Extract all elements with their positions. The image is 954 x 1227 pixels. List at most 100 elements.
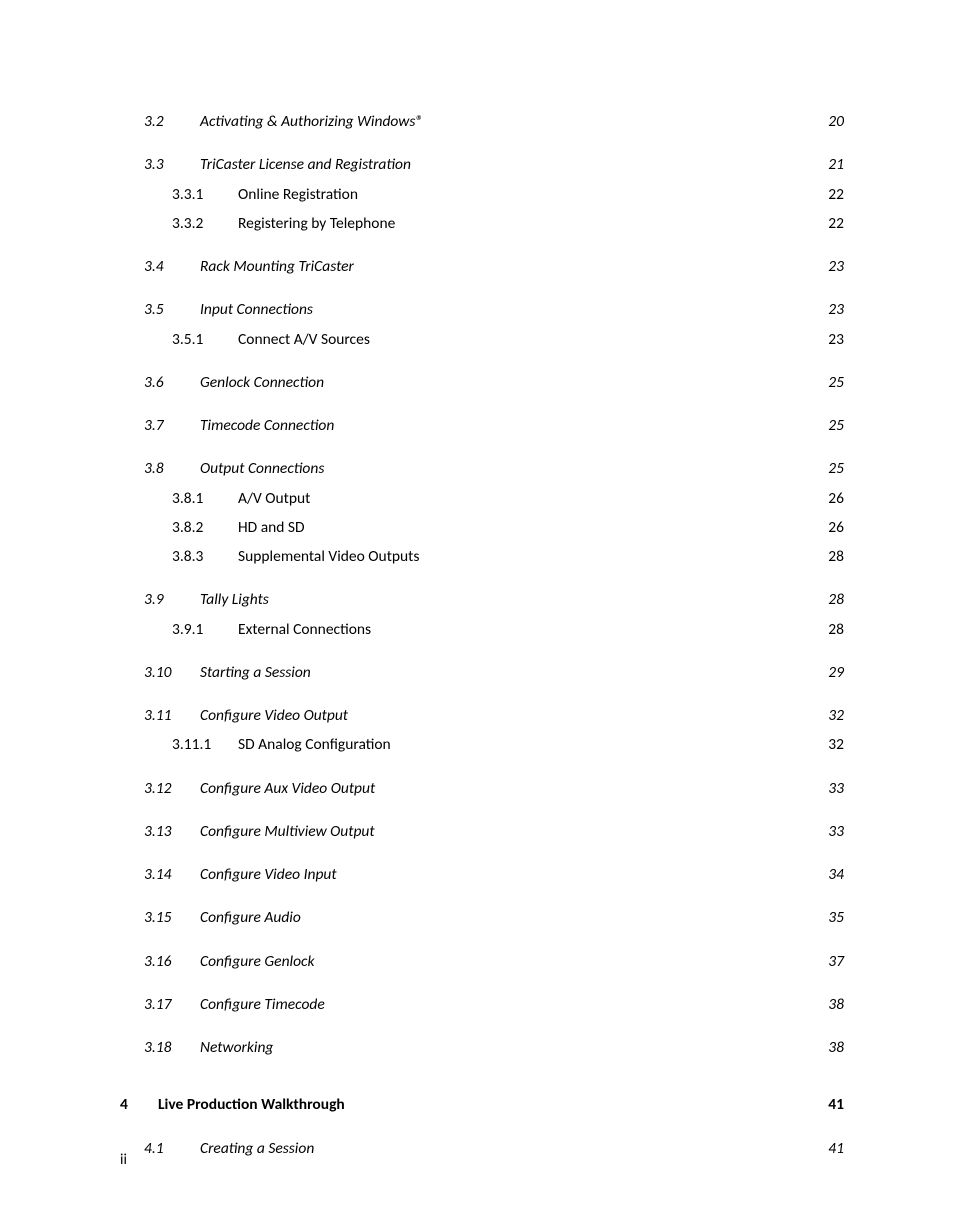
toc-entry-page: 28 <box>824 588 844 611</box>
toc-entry: 3.9Tally Lights 28 <box>120 588 844 611</box>
toc-entry: 3.3.1Online Registration 22 <box>120 183 844 206</box>
toc-entry-number: 3.10 <box>144 661 200 684</box>
toc-entry-number: 3.11 <box>144 704 200 727</box>
toc-entry-number: 4.1 <box>144 1137 200 1160</box>
toc-entry-number: 3.12 <box>144 777 200 800</box>
toc-entry-page: 32 <box>824 704 844 727</box>
toc-entry-number: 3.5.1 <box>172 328 238 351</box>
toc-entry: 3.3TriCaster License and Registration 21 <box>120 153 844 176</box>
toc-entry-number: 3.5 <box>144 298 200 321</box>
toc-entry: 3.8.1A/V Output 26 <box>120 487 844 510</box>
toc-entry: 3.3.2Registering by Telephone 22 <box>120 212 844 235</box>
toc-entry-page: 25 <box>824 457 844 480</box>
toc-entry-title: Creating a Session <box>200 1137 314 1160</box>
toc-entry-title: Configure Aux Video Output <box>200 777 375 800</box>
toc-entry: 3.11Configure Video Output32 <box>120 704 844 727</box>
toc-entry-title: Rack Mounting TriCaster <box>200 255 354 278</box>
toc-entry: 3.16Configure Genlock 37 <box>120 950 844 973</box>
toc-entry-title: Input Connections <box>200 298 313 321</box>
toc-entry-page: 34 <box>824 863 844 886</box>
toc-entry-title: Online Registration <box>238 183 358 206</box>
toc-entry-title: Activating & Authorizing Windows® <box>200 110 423 133</box>
toc-entry-number: 3.8.1 <box>172 487 238 510</box>
toc-entry: 3.8.3Supplemental Video Outputs 28 <box>120 545 844 568</box>
toc-entry-page: 32 <box>824 733 844 756</box>
toc-entry: 4Live Production Walkthrough41 <box>120 1093 844 1116</box>
toc-entry-title: External Connections <box>238 618 371 641</box>
toc-entry: 3.11.1SD Analog Configuration32 <box>120 733 844 756</box>
toc-entry-number: 3.13 <box>144 820 200 843</box>
toc-entry-page: 41 <box>824 1137 844 1160</box>
toc-entry-page: 38 <box>824 993 844 1016</box>
toc-entry: 3.12Configure Aux Video Output 33 <box>120 777 844 800</box>
toc-entry-number: 3.11.1 <box>172 733 238 756</box>
toc-entry-title: Live Production Walkthrough <box>158 1093 345 1116</box>
toc-entry-number: 3.8.3 <box>172 545 238 568</box>
toc-entry-title: TriCaster License and Registration <box>200 153 411 176</box>
toc-entry-title: Connect A/V Sources <box>238 328 370 351</box>
toc-entry-title: HD and SD <box>238 516 305 539</box>
toc-entry-number: 3.14 <box>144 863 200 886</box>
toc-entry-number: 4 <box>120 1093 158 1116</box>
toc-entry: 3.17Configure Timecode 38 <box>120 993 844 1016</box>
toc-entry-title: Networking <box>200 1036 273 1059</box>
toc-entry: 3.5Input Connections 23 <box>120 298 844 321</box>
toc-entry-title: Configure Multiview Output <box>200 820 375 843</box>
toc-entry-title: Tally Lights <box>200 588 269 611</box>
toc-entry-number: 3.3.1 <box>172 183 238 206</box>
toc-entry: 3.15Configure Audio 35 <box>120 906 844 929</box>
toc-entry-number: 3.8.2 <box>172 516 238 539</box>
toc-entry-page: 38 <box>824 1036 844 1059</box>
toc-entry-page: 28 <box>824 545 844 568</box>
toc-entry: 3.6Genlock Connection25 <box>120 371 844 394</box>
toc-entry-number: 3.16 <box>144 950 200 973</box>
toc-entry-number: 3.6 <box>144 371 200 394</box>
toc-entry-title: Genlock Connection <box>200 371 324 394</box>
toc-entry-number: 3.3.2 <box>172 212 238 235</box>
toc-entry-title: Timecode Connection <box>200 414 334 437</box>
toc-entry-page: 37 <box>824 950 844 973</box>
toc-entry-page: 23 <box>824 298 844 321</box>
toc-entry-title: Configure Timecode <box>200 993 325 1016</box>
toc-entry: 3.7Timecode Connection 25 <box>120 414 844 437</box>
toc-entry-title: Supplemental Video Outputs <box>238 545 419 568</box>
toc-entry-title: Registering by Telephone <box>238 212 395 235</box>
toc-entry-page: 26 <box>824 487 844 510</box>
toc-entry: 3.14Configure Video Input 34 <box>120 863 844 886</box>
toc-entry-page: 29 <box>824 661 844 684</box>
toc-entry-number: 3.4 <box>144 255 200 278</box>
toc-entry-page: 25 <box>824 414 844 437</box>
toc-entry-title: Output Connections <box>200 457 324 480</box>
toc-entry: 3.18Networking38 <box>120 1036 844 1059</box>
toc-entry-page: 26 <box>824 516 844 539</box>
toc-entry-number: 3.9 <box>144 588 200 611</box>
toc-entry-number: 3.3 <box>144 153 200 176</box>
toc-entry: 4.1Creating a Session 41 <box>120 1137 844 1160</box>
toc-entry-page: 22 <box>824 183 844 206</box>
toc-entry: 3.2Activating & Authorizing Windows® 20 <box>120 110 844 133</box>
toc-entry-page: 21 <box>824 153 844 176</box>
toc-entry-title: Configure Audio <box>200 906 301 929</box>
toc-entry-number: 3.9.1 <box>172 618 238 641</box>
toc-entry: 3.4Rack Mounting TriCaster23 <box>120 255 844 278</box>
toc-entry-number: 3.17 <box>144 993 200 1016</box>
toc-entry-number: 3.7 <box>144 414 200 437</box>
toc-entry: 3.10Starting a Session 29 <box>120 661 844 684</box>
table-of-contents: 3.2Activating & Authorizing Windows®203.… <box>120 110 844 1180</box>
toc-entry-number: 3.8 <box>144 457 200 480</box>
toc-entry-page: 22 <box>824 212 844 235</box>
toc-entry-title: Configure Genlock <box>200 950 315 973</box>
toc-entry-title: Starting a Session <box>200 661 311 684</box>
toc-entry-title: Configure Video Input <box>200 863 337 886</box>
toc-entry-title: A/V Output <box>238 487 310 510</box>
toc-entry: 3.8.2HD and SD 26 <box>120 516 844 539</box>
toc-entry: 3.13Configure Multiview Output 33 <box>120 820 844 843</box>
page: 3.2Activating & Authorizing Windows®203.… <box>0 0 954 1227</box>
toc-entry-page: 33 <box>824 777 844 800</box>
toc-entry-number: 3.15 <box>144 906 200 929</box>
toc-entry-page: 35 <box>824 906 844 929</box>
toc-entry-number: 3.2 <box>144 110 200 133</box>
toc-entry-page: 20 <box>824 110 844 133</box>
toc-entry-page: 33 <box>824 820 844 843</box>
toc-entry: 3.8Output Connections 25 <box>120 457 844 480</box>
